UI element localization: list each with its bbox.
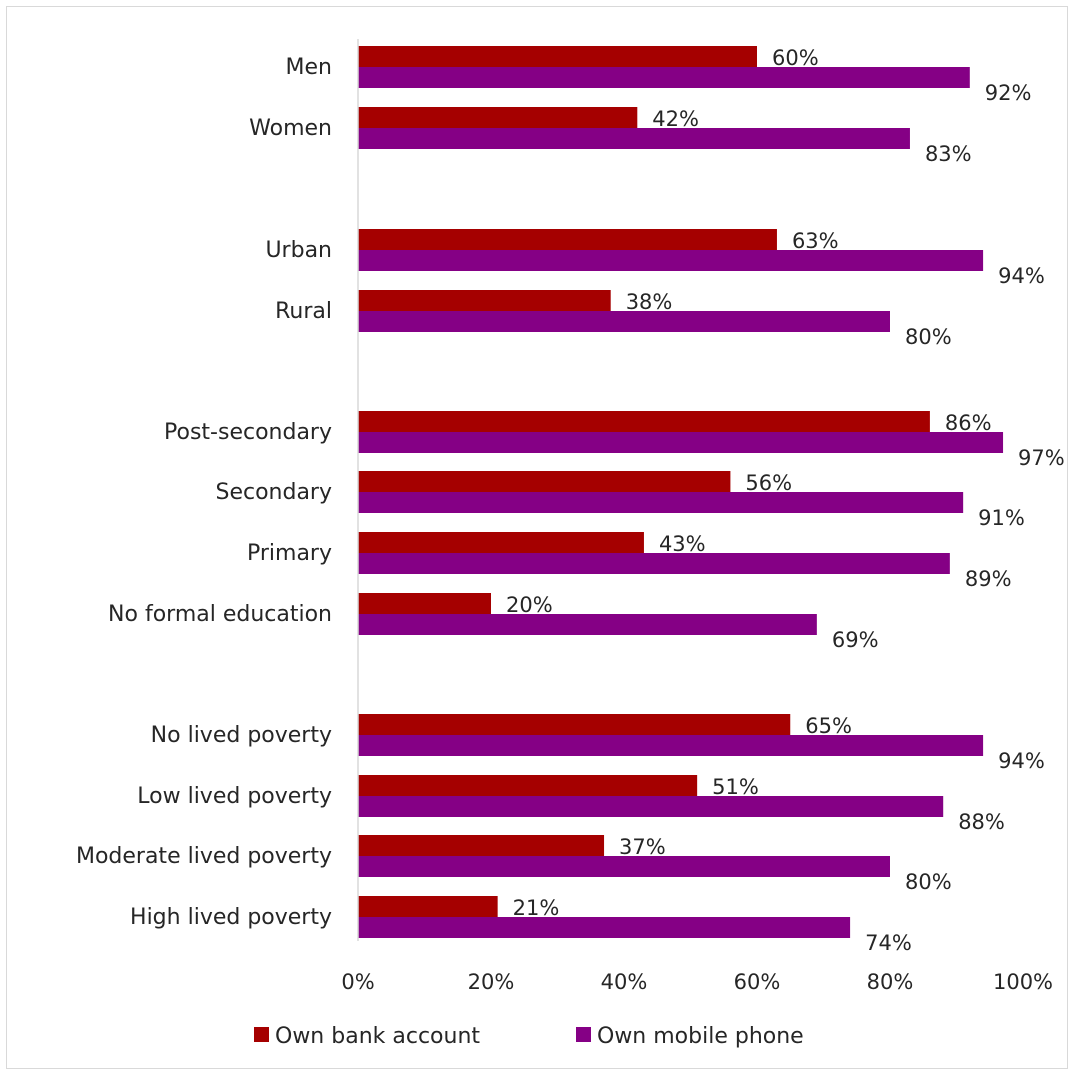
phone-value-label-rural: 80% bbox=[905, 325, 952, 349]
phone-bar-rural bbox=[358, 311, 890, 332]
phone-value-label-post-secondary: 97% bbox=[1018, 446, 1065, 470]
bank-value-label-women: 42% bbox=[652, 107, 699, 131]
labels-layer: Men 60% 92% Women 42% 83% Urban 63% 94% Rural 38% 8… bbox=[76, 46, 1065, 955]
bar-chart: Men 60% 92% Women 42% 83% Urban 63% 94% Rural 38% 8… bbox=[76, 39, 1065, 1049]
x-tick-label: 20% bbox=[468, 970, 515, 994]
phone-bar-no-formal-education bbox=[358, 614, 817, 635]
phone-value-label-women: 83% bbox=[925, 142, 972, 166]
category-label-post-secondary: Post-secondary bbox=[164, 420, 332, 445]
category-label-men: Men bbox=[286, 55, 332, 80]
x-tick-label: 0% bbox=[341, 970, 374, 994]
category-label-primary: Primary bbox=[247, 541, 332, 566]
phone-bar-women bbox=[358, 128, 910, 149]
phone-bar-primary bbox=[358, 553, 950, 574]
category-label-no-formal-education: No formal education bbox=[108, 602, 332, 627]
bank-bar-no-formal-education bbox=[358, 593, 491, 614]
bank-value-label-low-lived-poverty: 51% bbox=[712, 775, 759, 799]
phone-bar-no-lived-poverty bbox=[358, 735, 984, 756]
phone-bar-low-lived-poverty bbox=[358, 796, 944, 817]
category-label-low-lived-poverty: Low lived poverty bbox=[137, 784, 332, 809]
category-label-rural: Rural bbox=[275, 299, 332, 324]
phone-bar-secondary bbox=[358, 492, 964, 513]
bars-layer bbox=[358, 46, 1004, 938]
bank-bar-secondary bbox=[358, 471, 731, 492]
phone-bar-urban bbox=[358, 250, 984, 271]
phone-value-label-no-formal-education: 69% bbox=[832, 628, 879, 652]
bank-bar-primary bbox=[358, 532, 644, 553]
legend-swatch-phone bbox=[576, 1027, 591, 1042]
x-tick-label: 60% bbox=[734, 970, 781, 994]
bank-bar-low-lived-poverty bbox=[358, 775, 698, 796]
phone-value-label-high-lived-poverty: 74% bbox=[865, 931, 912, 955]
bank-bar-women bbox=[358, 107, 638, 128]
x-tick-label: 80% bbox=[867, 970, 914, 994]
bank-value-label-primary: 43% bbox=[659, 532, 706, 556]
legend-swatch-bank bbox=[254, 1027, 269, 1042]
bank-bar-urban bbox=[358, 229, 777, 250]
phone-bar-moderate-lived-poverty bbox=[358, 856, 890, 877]
bank-bar-high-lived-poverty bbox=[358, 896, 498, 917]
bank-bar-no-lived-poverty bbox=[358, 714, 791, 735]
bank-value-label-urban: 63% bbox=[792, 229, 839, 253]
bank-bar-moderate-lived-poverty bbox=[358, 835, 605, 856]
phone-value-label-men: 92% bbox=[985, 81, 1032, 105]
legend-label-phone: Own mobile phone bbox=[597, 1024, 804, 1049]
category-label-women: Women bbox=[249, 116, 332, 141]
bank-bar-post-secondary bbox=[358, 411, 930, 432]
x-tick-label: 40% bbox=[601, 970, 648, 994]
x-axis-ticks: 0% 20% 40% 60% 80% 100% bbox=[341, 970, 1053, 994]
phone-value-label-low-lived-poverty: 88% bbox=[958, 810, 1005, 834]
phone-value-label-secondary: 91% bbox=[978, 506, 1025, 530]
x-tick-label: 100% bbox=[993, 970, 1053, 994]
phone-value-label-no-lived-poverty: 94% bbox=[998, 749, 1045, 773]
bank-value-label-rural: 38% bbox=[626, 290, 673, 314]
legend: Own bank account Own mobile phone bbox=[254, 1024, 804, 1049]
bank-value-label-no-formal-education: 20% bbox=[506, 593, 553, 617]
bank-value-label-moderate-lived-poverty: 37% bbox=[619, 835, 666, 859]
phone-bar-men bbox=[358, 67, 970, 88]
phone-value-label-moderate-lived-poverty: 80% bbox=[905, 870, 952, 894]
legend-label-bank: Own bank account bbox=[275, 1024, 480, 1049]
category-label-no-lived-poverty: No lived poverty bbox=[151, 723, 332, 748]
chart-frame: Men 60% 92% Women 42% 83% Urban 63% 94% Rural 38% 8… bbox=[6, 6, 1068, 1069]
bank-value-label-no-lived-poverty: 65% bbox=[805, 714, 852, 738]
bank-bar-men bbox=[358, 46, 757, 67]
bank-value-label-high-lived-poverty: 21% bbox=[513, 896, 560, 920]
phone-value-label-primary: 89% bbox=[965, 567, 1012, 591]
bank-value-label-post-secondary: 86% bbox=[945, 411, 992, 435]
bank-bar-rural bbox=[358, 290, 611, 311]
phone-bar-high-lived-poverty bbox=[358, 917, 851, 938]
bank-value-label-men: 60% bbox=[772, 46, 819, 70]
phone-bar-post-secondary bbox=[358, 432, 1004, 453]
category-label-urban: Urban bbox=[265, 238, 332, 263]
category-label-high-lived-poverty: High lived poverty bbox=[130, 905, 332, 930]
category-label-secondary: Secondary bbox=[215, 480, 332, 505]
bank-value-label-secondary: 56% bbox=[745, 471, 792, 495]
phone-value-label-urban: 94% bbox=[998, 264, 1045, 288]
category-label-moderate-lived-poverty: Moderate lived poverty bbox=[76, 844, 332, 869]
